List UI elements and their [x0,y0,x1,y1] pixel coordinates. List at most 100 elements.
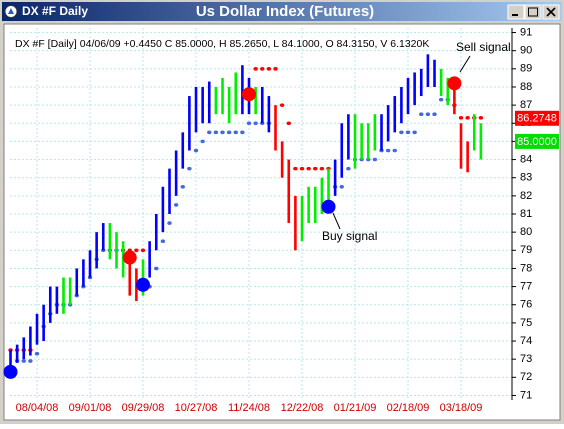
price-bar [42,304,45,342]
price-bar [419,68,423,97]
price-bar [141,259,145,296]
stop-dot [160,239,166,244]
signal-marker [3,364,18,379]
price-bar [55,286,59,314]
price-bar [88,250,92,278]
stop-dot [34,351,40,356]
price-bar [207,81,211,124]
chart-title: Us Dollar Index (Futures) [196,3,374,20]
stop-dot [306,166,311,171]
price-bar [68,277,72,305]
x-tick-label: 09/01/08 [69,402,112,414]
stop-dot [419,112,424,116]
y-tick-label: 84 [520,153,532,165]
stop-dot [425,112,431,116]
x-tick-label: 01/21/09 [334,402,377,414]
y-tick-label: 91 [520,26,532,38]
stop-dot [193,148,199,153]
annotation: Sell signal [456,40,511,54]
x-tick-label: 03/18/09 [440,402,483,414]
price-bar [459,123,463,169]
stop-dot [478,116,484,120]
stop-dot [392,148,397,153]
signal-marker [321,199,336,214]
price-bar [95,232,98,269]
price-bar [148,241,151,278]
stop-dot [207,130,212,135]
info-line: DX #F [Daily] 04/06/09 +0.4450 C 85.0000… [15,38,429,50]
price-bar [446,77,450,106]
price-bar [366,123,370,160]
stop-dot [260,67,265,71]
maximize-glyph [528,7,538,17]
price-bar [313,186,317,224]
x-tick-label: 09/29/08 [122,402,165,414]
price-bar [274,105,277,151]
price-bar [128,259,132,296]
window-title: DX #F Daily [22,4,88,18]
maximize-button[interactable] [524,4,542,20]
y-tick-label: 76 [520,299,532,311]
price-bar [479,123,483,160]
stop-dot [339,184,344,189]
chart-area [3,23,561,421]
stop-dot [220,130,225,135]
price-bar [320,177,324,214]
price-label: 86.2748 [517,113,557,125]
price-bar [294,195,297,251]
stop-dot [266,67,272,71]
price-bar [406,77,410,115]
price-bar [154,214,158,251]
price-bar [413,72,416,106]
price-bar [380,114,383,151]
stop-dot [240,130,245,135]
price-bar [472,114,476,151]
y-tick-label: 82 [520,190,532,202]
price-bar [201,86,204,124]
price-label-box [515,110,559,126]
stop-dot [226,130,232,135]
y-tick-label: 75 [520,317,532,329]
stop-dot [399,130,404,135]
y-tick-label: 87 [520,99,532,111]
price-bar [307,186,310,224]
y-tick-label: 83 [520,172,532,184]
x-tick-label: 08/04/08 [16,402,59,414]
annotation: Buy signal [322,229,377,243]
minimize-button[interactable] [507,4,525,20]
stop-dot [313,166,318,171]
price-bar [115,232,118,269]
stop-dot [28,359,33,363]
title-bar [2,2,562,21]
signal-marker [447,76,462,91]
price-bar [300,195,304,242]
y-tick-label: 74 [520,335,532,347]
price-bar [29,326,32,356]
price-bar [347,114,350,160]
stop-dot [405,130,411,135]
price-bar [161,186,165,233]
price-bar [353,114,357,169]
stop-dot [246,121,252,126]
annotation-arrow [332,212,341,230]
y-tick-label: 90 [520,45,532,57]
price-bar [280,141,284,178]
stop-dot [432,112,437,116]
stop-dot [154,266,159,271]
price-bar [360,123,363,160]
stop-dot [173,203,179,207]
stop-dot [134,248,139,253]
x-tick-label: 12/22/08 [281,402,324,414]
price-bar [373,114,377,151]
signal-marker [122,250,137,265]
price-bar [101,223,105,251]
y-tick-label: 78 [520,262,532,274]
stop-dot [253,121,258,126]
y-tick-label: 72 [520,371,532,383]
price-bar [62,277,65,314]
stop-dot [385,148,391,153]
price-bar [15,344,19,363]
y-tick-label: 80 [520,226,532,238]
price-bar [327,168,330,205]
price-bar [82,259,85,287]
